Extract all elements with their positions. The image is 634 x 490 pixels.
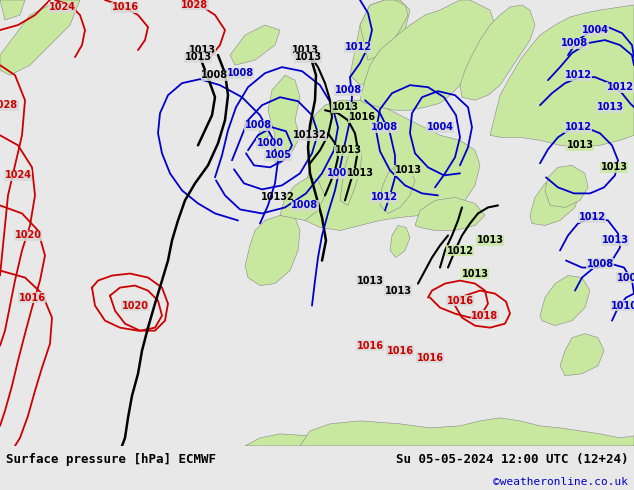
Text: 1012: 1012 <box>370 193 398 202</box>
Text: 1013: 1013 <box>184 52 212 62</box>
Text: 1013: 1013 <box>477 236 503 245</box>
Text: 1012: 1012 <box>564 122 592 132</box>
Text: 1013: 1013 <box>394 165 422 175</box>
Text: 1004: 1004 <box>581 25 609 35</box>
Polygon shape <box>350 0 410 85</box>
Text: 1010: 1010 <box>611 301 634 311</box>
Text: 1013: 1013 <box>597 102 623 112</box>
Text: 1013: 1013 <box>335 146 361 155</box>
Text: 1018: 1018 <box>472 311 498 320</box>
Polygon shape <box>490 5 634 147</box>
Polygon shape <box>560 334 604 376</box>
Text: 1013: 1013 <box>462 269 489 278</box>
Text: 1016: 1016 <box>356 341 384 351</box>
Text: 1008: 1008 <box>562 38 588 48</box>
Text: 1012: 1012 <box>446 245 474 255</box>
Text: 1004: 1004 <box>427 122 453 132</box>
Text: 1016: 1016 <box>18 293 46 303</box>
Text: 1016: 1016 <box>387 346 413 356</box>
Text: 1013: 1013 <box>356 275 384 286</box>
Text: 1008: 1008 <box>226 68 254 78</box>
Text: 1008: 1008 <box>586 259 614 269</box>
Text: 10132: 10132 <box>261 193 295 202</box>
Polygon shape <box>280 177 325 220</box>
Text: 1013: 1013 <box>292 45 318 55</box>
Text: 1013: 1013 <box>567 140 593 150</box>
Polygon shape <box>255 120 270 147</box>
Text: 1016: 1016 <box>446 295 474 306</box>
Text: 1000: 1000 <box>257 138 283 148</box>
Polygon shape <box>245 428 634 446</box>
Polygon shape <box>530 175 580 225</box>
Text: 1028: 1028 <box>181 0 209 10</box>
Text: 1013: 1013 <box>295 52 321 62</box>
Text: 1013: 1013 <box>600 162 628 172</box>
Text: 1016: 1016 <box>112 2 138 12</box>
Polygon shape <box>365 77 385 107</box>
Text: 1008: 1008 <box>335 85 361 95</box>
Text: 1008: 1008 <box>372 122 399 132</box>
Text: ©weatheronline.co.uk: ©weatheronline.co.uk <box>493 477 628 487</box>
Text: 10132: 10132 <box>293 130 327 140</box>
Text: 1012: 1012 <box>607 82 633 92</box>
Polygon shape <box>300 418 634 446</box>
Text: 1013: 1013 <box>347 169 373 178</box>
Polygon shape <box>340 146 362 205</box>
Text: 1020: 1020 <box>15 230 41 241</box>
Text: 1016: 1016 <box>417 353 444 363</box>
Polygon shape <box>360 0 408 60</box>
Text: 1008: 1008 <box>245 120 271 130</box>
Polygon shape <box>268 75 300 165</box>
Text: Su 05-05-2024 12:00 UTC (12+24): Su 05-05-2024 12:00 UTC (12+24) <box>396 453 628 466</box>
Polygon shape <box>390 225 410 258</box>
Text: 1012: 1012 <box>564 70 592 80</box>
Polygon shape <box>460 5 535 100</box>
Text: Surface pressure [hPa] ECMWF: Surface pressure [hPa] ECMWF <box>6 453 216 466</box>
Text: 1016: 1016 <box>349 112 375 122</box>
Text: 1004: 1004 <box>616 272 634 283</box>
Polygon shape <box>360 0 495 110</box>
Text: 1008: 1008 <box>292 200 318 210</box>
Polygon shape <box>245 216 300 286</box>
Polygon shape <box>295 100 480 230</box>
Polygon shape <box>415 197 485 230</box>
Polygon shape <box>545 165 588 207</box>
Text: 1008: 1008 <box>202 70 229 80</box>
Polygon shape <box>230 25 280 65</box>
Text: 1013: 1013 <box>188 45 216 55</box>
Text: 1012: 1012 <box>344 42 372 52</box>
Polygon shape <box>0 0 25 20</box>
Text: 1005: 1005 <box>264 150 292 160</box>
Text: 1013: 1013 <box>332 102 358 112</box>
Polygon shape <box>380 165 415 214</box>
Text: 1028: 1028 <box>0 100 18 110</box>
Text: 1024: 1024 <box>48 2 75 12</box>
Text: 1013: 1013 <box>384 286 411 295</box>
Polygon shape <box>540 275 590 326</box>
Polygon shape <box>0 0 80 75</box>
Text: 1012: 1012 <box>578 213 605 222</box>
Text: 1020: 1020 <box>122 301 148 311</box>
Text: 1024: 1024 <box>4 171 32 180</box>
Text: 1013: 1013 <box>602 236 628 245</box>
Text: 1008: 1008 <box>327 169 354 178</box>
